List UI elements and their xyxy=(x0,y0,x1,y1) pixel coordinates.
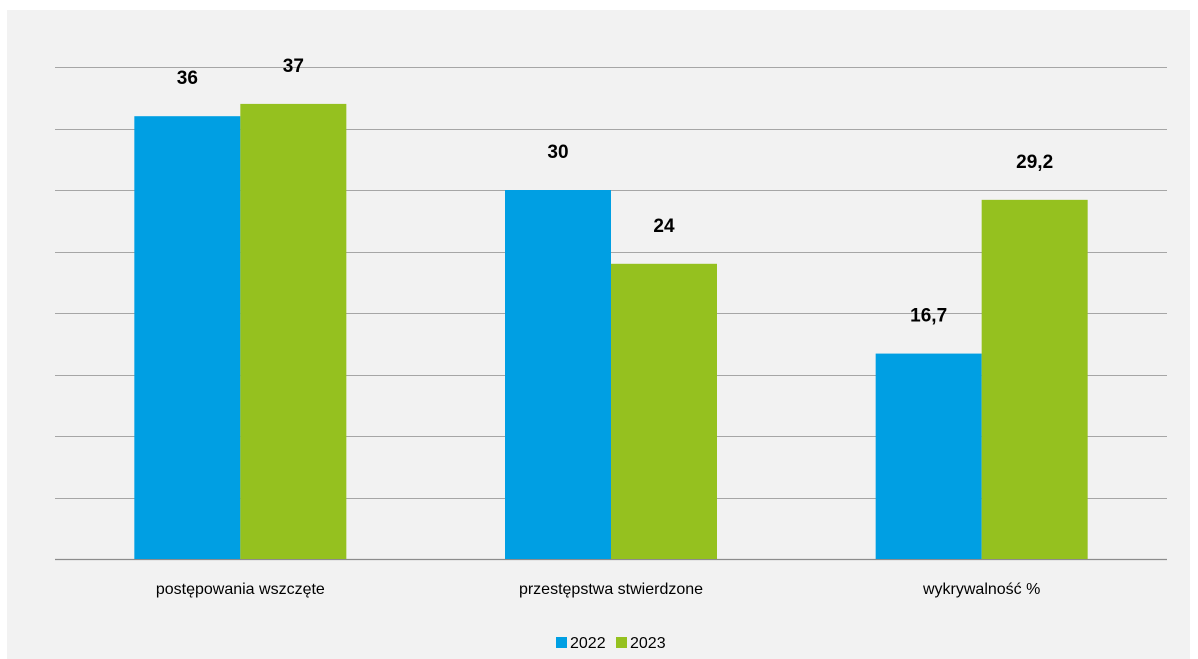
bar-2022-2 xyxy=(505,190,611,559)
bar-2022-1 xyxy=(134,116,241,559)
category-labels: postępowania wszczęte przestępstwa stwier… xyxy=(156,581,1041,598)
category-label-3: wykrywalność % xyxy=(922,581,1040,598)
bar-2023-3 xyxy=(981,199,1088,559)
data-label-2022-3: 16,7 xyxy=(910,306,947,327)
legend-label-2022: 2022 xyxy=(570,635,606,652)
data-label-2023-1: 37 xyxy=(283,56,304,77)
bars xyxy=(134,103,1088,560)
data-label-2022-1: 36 xyxy=(177,68,198,89)
data-label-2023-3: 29,2 xyxy=(1016,152,1053,173)
category-label-2: przestępstwa stwierdzone xyxy=(519,581,703,598)
bar-2023-1 xyxy=(240,103,347,560)
bar-2023-2 xyxy=(611,263,717,559)
bar-2022-3 xyxy=(875,353,982,559)
category-label-1: postępowania wszczęte xyxy=(156,581,325,598)
data-label-2023-2: 24 xyxy=(653,216,675,237)
legend-swatch-2023 xyxy=(616,637,627,648)
legend-swatch-2022 xyxy=(556,637,567,648)
legend-label-2023: 2023 xyxy=(630,635,666,652)
data-label-2022-2: 30 xyxy=(547,142,568,163)
legend: 2022 2023 xyxy=(556,635,666,652)
data-labels: 36 37 30 24 16,7 29,2 xyxy=(177,56,1053,327)
